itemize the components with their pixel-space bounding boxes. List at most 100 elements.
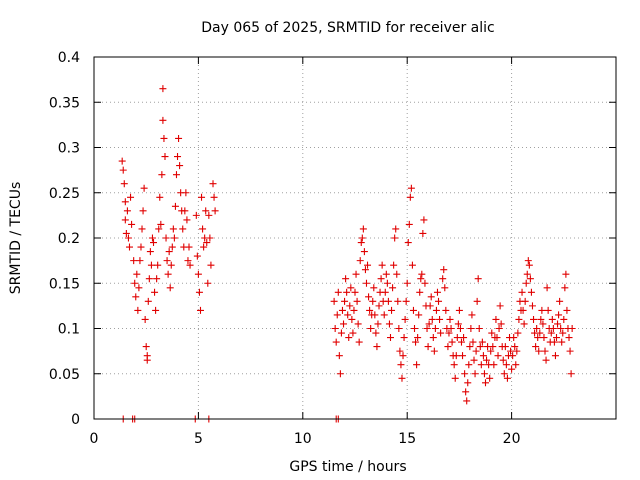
data-point [338,306,346,314]
y-axis-label: SRMTID / TECUs [8,182,24,295]
data-point [544,306,552,314]
data-point [150,239,158,247]
data-point [525,261,533,269]
data-point [200,243,208,251]
data-point [467,325,475,332]
data-point [435,297,443,305]
data-point [384,297,392,305]
data-point [122,229,130,237]
data-point [121,216,129,224]
data-point [549,325,557,332]
data-point [474,275,482,283]
data-point [475,325,483,332]
data-point [413,361,421,369]
data-point [411,325,419,332]
data-point [526,275,534,283]
data-point [357,239,365,247]
data-point [196,306,204,314]
data-point [430,347,438,355]
data-point [207,261,215,269]
data-point [412,338,420,346]
data-point [375,302,383,310]
data-point [453,334,461,342]
y-tick-label: 0.1 [58,322,80,338]
data-point [548,315,556,323]
data-point [370,284,378,292]
data-point [463,397,471,405]
data-point [353,297,361,305]
y-tick-label: 0.4 [58,50,80,66]
y-tick-label: 0 [71,412,80,428]
data-point [206,234,214,242]
data-point [337,329,345,337]
data-point [432,306,440,314]
data-point [165,248,173,256]
data-point [539,320,547,328]
data-point [359,225,367,233]
data-point [420,216,428,224]
data-point [439,275,447,283]
data-point [461,370,469,378]
data-point [478,338,486,346]
data-point [468,311,476,319]
data-point [404,239,412,247]
x-tick-label: 10 [294,431,312,447]
data-point [486,374,494,382]
data-point [462,388,470,396]
data-point [472,347,480,355]
data-point [499,356,507,364]
data-point [556,297,564,305]
data-point [452,352,460,360]
data-point [192,211,200,219]
data-point [334,288,342,296]
data-point [559,329,567,337]
data-point [400,334,408,342]
data-point [185,243,193,251]
data-point [519,306,527,314]
data-point [356,257,364,265]
data-point [482,379,489,387]
data-point [497,320,505,328]
data-point [554,320,562,328]
data-point [139,207,147,215]
data-point [166,284,174,292]
data-point [381,288,389,296]
data-point [380,311,388,319]
x-tick-labels: 0 5 10 15 20 [90,431,521,447]
data-point [347,284,355,292]
data-point [483,356,491,364]
data-point [371,311,379,319]
x-axis-label: GPS time / hours [289,459,406,475]
data-point [425,320,433,328]
data-point [426,302,434,310]
data-point [566,347,574,355]
data-point [479,352,487,360]
data-point [377,275,385,283]
data-point [502,361,510,369]
data-point [211,207,219,215]
data-point [378,261,386,269]
data-point [346,302,354,310]
data-point [160,134,168,142]
data-point [534,334,542,342]
chart-title: Day 065 of 2025, SRMTID for receiver ali… [201,20,494,36]
data-point [350,306,358,314]
data-point [488,329,496,337]
data-point [161,153,169,161]
data-point [159,116,167,124]
data-point [374,320,382,328]
data-point [125,243,133,251]
data-point [136,257,144,265]
data-point [469,338,477,346]
data-point [335,352,343,360]
data-point [391,234,399,242]
x-tick-label: 15 [398,431,416,447]
data-point [369,297,377,305]
data-point [501,343,509,351]
data-point [396,347,404,355]
data-point [354,320,362,328]
data-point [389,284,397,292]
data-point [179,225,187,233]
data-point [159,85,167,93]
data-point [210,193,218,201]
